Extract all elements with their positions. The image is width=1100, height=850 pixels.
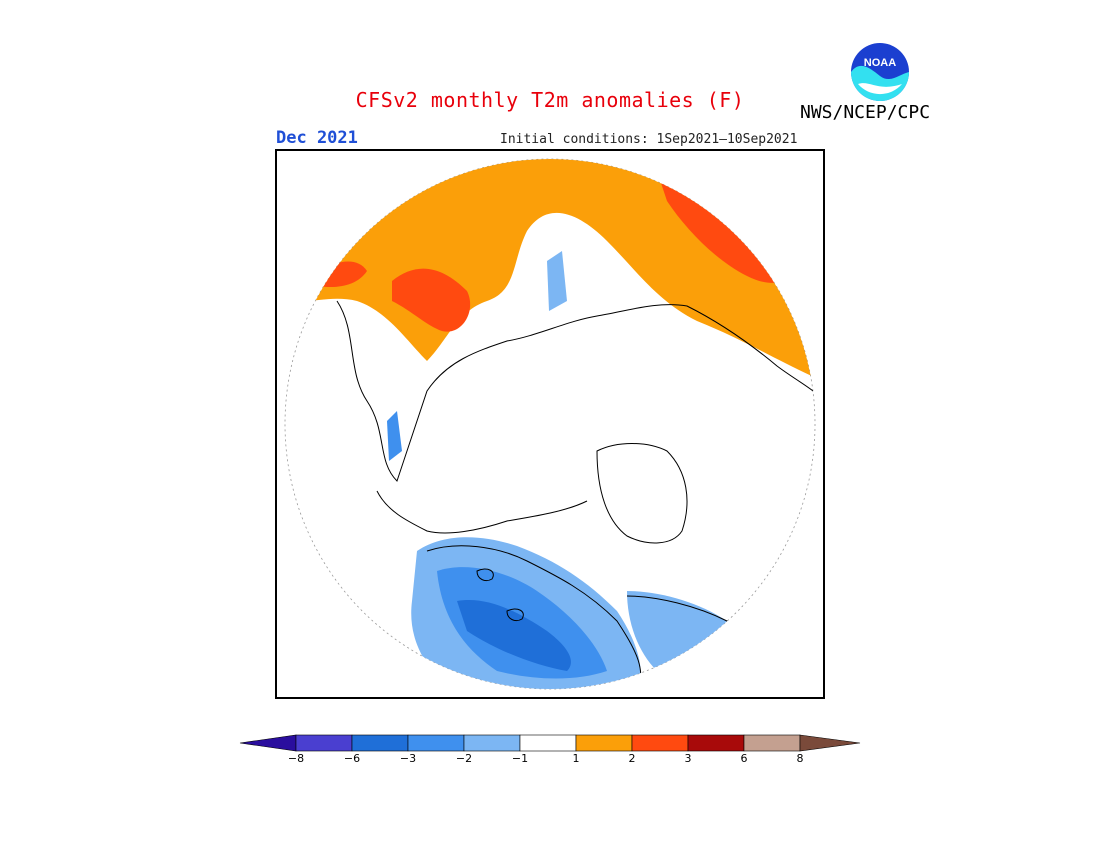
colorbar-tick-label: 8 <box>796 752 804 765</box>
colorbar-tick-label: −2 <box>455 752 473 765</box>
logo-text: NOAA <box>864 57 896 69</box>
colorbar-tick-label: 2 <box>628 752 636 765</box>
coastlines <box>336 300 815 689</box>
colorbar-cell <box>351 734 409 752</box>
colorbar-tick-label: 1 <box>572 752 580 765</box>
colorbar-tick-label: −8 <box>287 752 305 765</box>
colorbar-cell <box>575 734 633 752</box>
strong-warm-region <box>657 171 786 283</box>
valid-month: Dec 2021 <box>276 128 358 148</box>
colorbar-cell <box>407 734 465 752</box>
colorbar-cell <box>687 734 745 752</box>
strong-cold-region <box>457 600 571 671</box>
cold-streak <box>387 411 402 461</box>
colorbar-tick-label: −3 <box>399 752 417 765</box>
cold-streak <box>547 251 567 311</box>
cold-anomaly-region <box>627 591 727 671</box>
colorbar-arrow-right <box>799 734 861 752</box>
colorbar-cell <box>463 734 521 752</box>
polar-projection <box>284 158 816 690</box>
colorbar-tick-label: −1 <box>511 752 529 765</box>
colorbar <box>239 734 861 752</box>
noaa-logo-icon: NOAA <box>849 41 911 103</box>
colorbar-cell <box>295 734 353 752</box>
colorbar-tick-label: −6 <box>343 752 361 765</box>
colorbar-cell <box>519 734 577 752</box>
polar-map <box>275 149 825 699</box>
anomaly-field <box>307 159 815 689</box>
colorbar-tick-label: 3 <box>684 752 692 765</box>
map-title: CFSv2 monthly T2m anomalies (F) <box>355 88 745 112</box>
agency-label: NWS/NCEP/CPC <box>800 102 931 123</box>
initial-conditions: Initial conditions: 1Sep2021—10Sep2021 <box>500 132 798 147</box>
strong-warm-region <box>392 268 471 332</box>
colorbar-cells <box>239 734 861 752</box>
colorbar-cell <box>743 734 801 752</box>
colorbar-arrow-left <box>239 734 297 752</box>
colorbar-tick-label: 6 <box>740 752 748 765</box>
colorbar-cell <box>631 734 689 752</box>
